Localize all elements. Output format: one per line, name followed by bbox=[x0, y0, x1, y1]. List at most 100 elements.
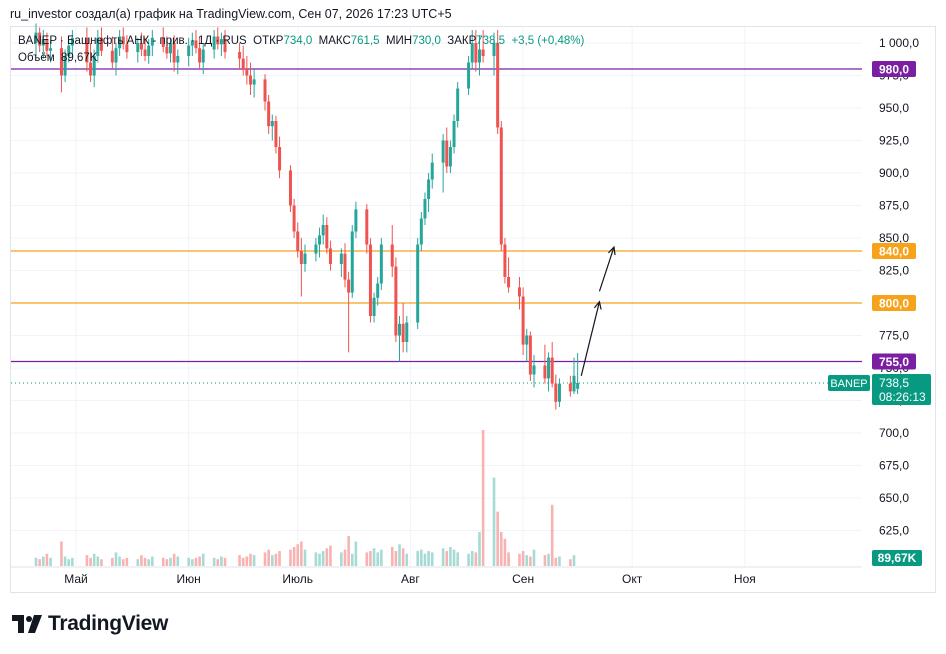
candle-body bbox=[503, 244, 507, 277]
x-tick-label: Авг bbox=[401, 572, 420, 586]
volume-bar bbox=[71, 557, 74, 566]
tradingview-logo[interactable]: TradingView bbox=[12, 612, 168, 636]
volume-tag-text: 89,67K bbox=[878, 551, 917, 565]
arrow-head bbox=[607, 245, 616, 256]
volume-bar bbox=[365, 552, 369, 566]
volume-bar bbox=[343, 549, 347, 566]
arrow-head bbox=[593, 300, 602, 310]
candle-body bbox=[274, 121, 278, 147]
volume-bar bbox=[340, 552, 343, 566]
volume-bar bbox=[347, 536, 350, 566]
candle-body bbox=[278, 147, 282, 171]
price-axis: 1 000,0975,0950,0925,0900,0875,0850,0825… bbox=[879, 36, 919, 538]
level-tag-bg bbox=[872, 295, 916, 311]
volume-bar bbox=[449, 546, 452, 566]
volume-bar bbox=[503, 538, 507, 566]
candle-body bbox=[201, 49, 205, 63]
candle-body bbox=[270, 121, 274, 127]
chart-frame[interactable] bbox=[10, 26, 936, 593]
candle-body bbox=[427, 179, 431, 199]
volume-bar bbox=[111, 557, 114, 566]
candle-body bbox=[176, 56, 180, 63]
candle-body bbox=[198, 48, 202, 63]
volume-bar bbox=[100, 559, 103, 566]
volume-bar bbox=[278, 551, 281, 566]
candle-body bbox=[212, 36, 216, 50]
level-tag-bg bbox=[872, 61, 916, 77]
volume-bar bbox=[249, 553, 252, 566]
volume-bar bbox=[143, 557, 147, 566]
level-tag-text: 840,0 bbox=[879, 245, 909, 259]
volume-bar bbox=[118, 556, 121, 566]
candle-body bbox=[296, 231, 300, 251]
volume-bar bbox=[292, 546, 296, 566]
symbol-title[interactable]: BANEP · Башнефть АНК - прив. · 1Д · RUS bbox=[18, 35, 247, 47]
tradingview-logo-icon bbox=[12, 615, 42, 633]
candle-body bbox=[394, 266, 398, 336]
volume-value: 89,67K bbox=[61, 52, 98, 64]
low-value: 730,0 bbox=[412, 35, 441, 47]
volume-bar bbox=[300, 541, 303, 566]
volume-bar bbox=[518, 553, 521, 566]
candle-body bbox=[547, 357, 551, 379]
candle-body bbox=[401, 323, 405, 342]
volume-bar bbox=[470, 551, 474, 566]
candle-body bbox=[219, 39, 223, 45]
candle-body bbox=[288, 170, 292, 206]
volume-bar bbox=[252, 555, 256, 566]
volume-bar bbox=[274, 553, 278, 566]
candle-body bbox=[448, 147, 452, 167]
candle-body bbox=[470, 43, 474, 63]
candle-body bbox=[372, 297, 376, 316]
candle-body bbox=[554, 383, 558, 402]
volume-bars bbox=[34, 430, 576, 566]
volume-bar bbox=[372, 548, 376, 566]
volume-bar bbox=[452, 549, 456, 566]
candle-body bbox=[321, 225, 325, 236]
candle-body bbox=[92, 56, 96, 76]
candle-body bbox=[99, 37, 103, 51]
candle-body bbox=[368, 244, 372, 316]
candle-body bbox=[85, 37, 89, 63]
level-tag-text: 980,0 bbox=[879, 63, 909, 77]
volume-bar bbox=[140, 555, 143, 566]
volume-bar bbox=[499, 532, 503, 566]
volume-bar bbox=[34, 557, 38, 566]
volume-bar bbox=[296, 544, 300, 566]
level-price-tag: 980,0 bbox=[872, 61, 916, 77]
candle-body bbox=[139, 43, 143, 50]
volume-bar bbox=[263, 552, 267, 566]
volume-bar bbox=[267, 549, 270, 566]
candle-body bbox=[248, 75, 252, 85]
volume-tag: 89,67K bbox=[872, 550, 922, 566]
volume-bar bbox=[474, 552, 478, 566]
candle-body bbox=[517, 287, 521, 297]
arrow-shaft bbox=[580, 301, 601, 376]
y-tick-label: 625,0 bbox=[879, 524, 909, 538]
candle-body bbox=[576, 382, 580, 389]
candle-body bbox=[143, 49, 147, 56]
x-tick-label: Окт bbox=[622, 572, 643, 586]
level-tag-text: 755,0 bbox=[879, 355, 909, 369]
volume-bar bbox=[405, 553, 409, 566]
candle-body bbox=[38, 32, 42, 46]
candle-body bbox=[477, 49, 481, 63]
candle-body bbox=[121, 36, 125, 45]
ticker-tag-text: BANEP bbox=[830, 378, 867, 390]
candle-body bbox=[354, 209, 358, 232]
volume-bar bbox=[467, 553, 470, 566]
candle-body bbox=[521, 296, 525, 345]
volume-bar bbox=[569, 559, 572, 566]
legend-line: BANEP · Башнефть АНК - прив. · 1Д · RUS … bbox=[18, 35, 584, 47]
candle-body bbox=[492, 43, 496, 56]
candle-body bbox=[172, 43, 176, 63]
volume-bar bbox=[401, 548, 405, 566]
volume-bar bbox=[329, 545, 332, 566]
volume-bar bbox=[85, 555, 89, 566]
chart-caption: ru_investor создал(а) график на TradingV… bbox=[10, 7, 452, 21]
volume-bar bbox=[550, 504, 554, 566]
candle-body bbox=[34, 32, 38, 43]
candle-body bbox=[147, 45, 151, 56]
x-tick-label: Июн bbox=[177, 572, 201, 586]
